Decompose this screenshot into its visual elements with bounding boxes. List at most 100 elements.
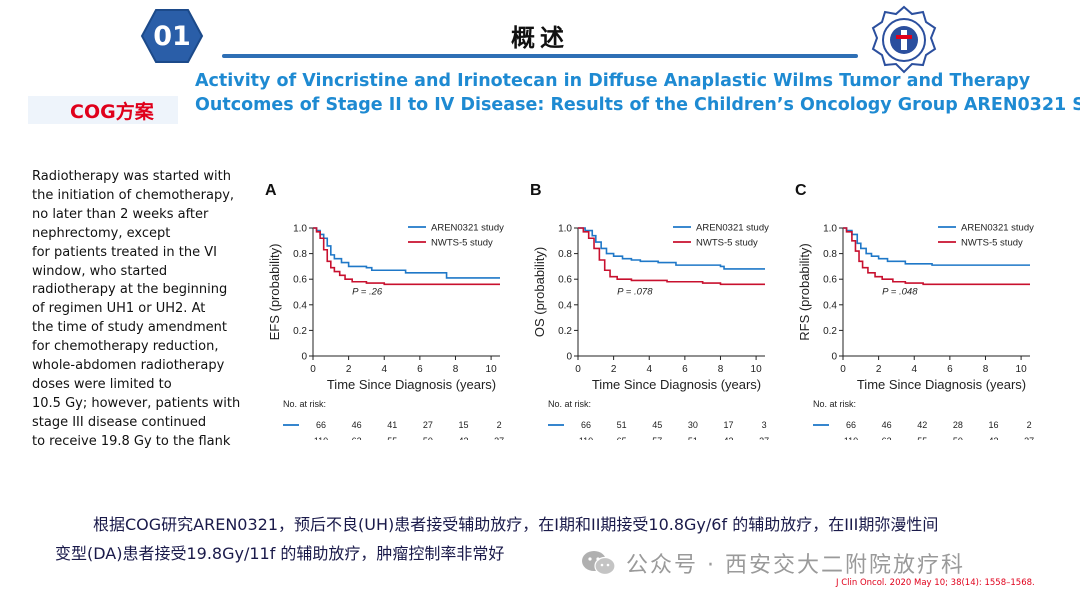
x-tick-label: 2 <box>876 364 882 375</box>
y-tick-label: 1.0 <box>558 224 572 235</box>
legend-label: AREN0321 study <box>961 223 1034 234</box>
study-title-line-2: Outcomes of Stage II to IV Disease: Resu… <box>195 95 1080 115</box>
risk-table-header: No. at risk: <box>548 399 591 409</box>
summary-line-2: 变型(DA)患者接受19.8Gy/11f 的辅助放疗，肿瘤控制率非常好 <box>55 544 505 563</box>
risk-count: 55 <box>917 436 927 440</box>
x-tick-label: 8 <box>718 364 724 375</box>
watermark-text: 公众号 · 西安交大二附院放疗科 <box>626 553 965 578</box>
description-line: no later than 2 weeks after <box>32 206 209 222</box>
survival-curve <box>578 227 765 286</box>
x-tick-label: 8 <box>453 364 459 375</box>
y-tick-label: 0.2 <box>823 326 837 337</box>
study-title-line-1: Activity of Vincristine and Irinotecan i… <box>195 71 1031 91</box>
x-tick-label: 2 <box>611 364 617 375</box>
y-tick-label: 0.6 <box>558 275 572 286</box>
risk-table-header: No. at risk: <box>283 399 326 409</box>
header-divider <box>222 54 858 58</box>
legend-label: AREN0321 study <box>431 223 504 234</box>
cog-label-band <box>28 96 178 124</box>
y-tick-label: 0 <box>566 352 572 363</box>
x-tick-label: 2 <box>346 364 352 375</box>
p-value: P = .078 <box>617 287 653 298</box>
risk-count: 66 <box>846 420 856 430</box>
risk-count: 66 <box>581 420 591 430</box>
y-tick-label: 1.0 <box>293 224 307 235</box>
x-tick-label: 0 <box>575 364 581 375</box>
description-line: doses were limited to <box>32 376 172 392</box>
x-tick-label: 4 <box>646 364 652 375</box>
x-tick-label: 0 <box>310 364 316 375</box>
legend-label: AREN0321 study <box>696 223 769 234</box>
description-line: of regimen UH1 or UH2. At <box>32 301 206 317</box>
risk-count: 43 <box>988 436 998 440</box>
risk-count: 16 <box>988 420 998 430</box>
survival-curve <box>578 227 765 270</box>
description-line: 10.5 Gy; however, patients with <box>32 395 241 411</box>
p-value: P = .26 <box>352 287 383 298</box>
hospital-logo <box>871 5 937 74</box>
description-line: radiotherapy at the beginning <box>32 282 228 298</box>
wechat-icon <box>582 551 616 576</box>
description-line: nephrectomy, except <box>32 225 171 241</box>
description-line: for chemotherapy reduction, <box>32 339 219 355</box>
y-tick-label: 0.6 <box>293 275 307 286</box>
survival-curve <box>843 227 1030 286</box>
description-line: the initiation of chemotherapy, <box>32 187 235 203</box>
description-line: Radiotherapy was started with <box>32 169 231 184</box>
description-line: stage III disease continued <box>32 414 207 430</box>
chinese-summary: 根据COG研究AREN0321，预后不良(UH)患者接受辅助放疗，在I期和II期… <box>55 510 1055 568</box>
risk-count: 2 <box>1027 420 1032 430</box>
y-tick-label: 1.0 <box>823 224 837 235</box>
y-tick-label: 0.8 <box>558 249 572 260</box>
y-axis-label: OS (probability) <box>532 247 547 337</box>
x-tick-label: 4 <box>381 364 387 375</box>
y-axis-label: RFS (probability) <box>797 243 812 341</box>
x-tick-label: 0 <box>840 364 846 375</box>
risk-count: 63 <box>882 436 892 440</box>
x-tick-label: 4 <box>911 364 917 375</box>
risk-count: 110 <box>844 436 858 440</box>
risk-count: 110 <box>314 436 328 440</box>
risk-count: 37 <box>1024 436 1034 440</box>
y-tick-label: 0.4 <box>558 300 572 311</box>
survival-curves-figure: A 0 0.2 0.4 0.6 0.8 1.0 0 2 4 6 8 10 Time Since Diagn… <box>255 170 1055 440</box>
description-line: for patients treated in the VI <box>32 244 217 260</box>
risk-count: 28 <box>953 420 963 430</box>
description-line: to receive 19.8 Gy to the flank <box>32 433 231 449</box>
risk-count: 46 <box>882 420 892 430</box>
y-tick-label: 0.4 <box>293 300 307 311</box>
risk-count: 43 <box>458 436 468 440</box>
x-axis-label: Time Since Diagnosis (years) <box>327 377 496 392</box>
risk-count: 3 <box>762 420 767 430</box>
x-axis-label: Time Since Diagnosis (years) <box>592 377 761 392</box>
risk-count: 45 <box>652 420 662 430</box>
x-tick-label: 10 <box>1016 364 1028 375</box>
y-tick-label: 0 <box>301 352 307 363</box>
x-tick-label: 6 <box>417 364 423 375</box>
risk-count: 66 <box>316 420 326 430</box>
survival-curve <box>313 227 500 279</box>
risk-count: 51 <box>617 420 627 430</box>
risk-count: 17 <box>723 420 733 430</box>
y-tick-label: 0 <box>831 352 837 363</box>
risk-count: 50 <box>423 436 433 440</box>
risk-count: 43 <box>723 436 733 440</box>
risk-count: 30 <box>688 420 698 430</box>
x-tick-label: 6 <box>947 364 953 375</box>
risk-count: 41 <box>387 420 397 430</box>
risk-count: 37 <box>759 436 769 440</box>
description-line: window, who started <box>32 263 168 279</box>
risk-count: 65 <box>617 436 627 440</box>
legend-label: NWTS-5 study <box>696 238 758 249</box>
risk-count: 50 <box>953 436 963 440</box>
page-title: 概述 <box>511 24 569 52</box>
summary-line-1: 根据COG研究AREN0321，预后不良(UH)患者接受辅助放疗，在I期和II期… <box>93 515 939 534</box>
x-tick-label: 8 <box>983 364 989 375</box>
risk-count: 42 <box>917 420 927 430</box>
radiotherapy-description: Radiotherapy was started with the initiat… <box>32 168 247 452</box>
p-value: P = .048 <box>882 287 918 298</box>
legend-label: NWTS-5 study <box>961 238 1023 249</box>
risk-count: 110 <box>579 436 593 440</box>
y-tick-label: 0.8 <box>823 249 837 260</box>
